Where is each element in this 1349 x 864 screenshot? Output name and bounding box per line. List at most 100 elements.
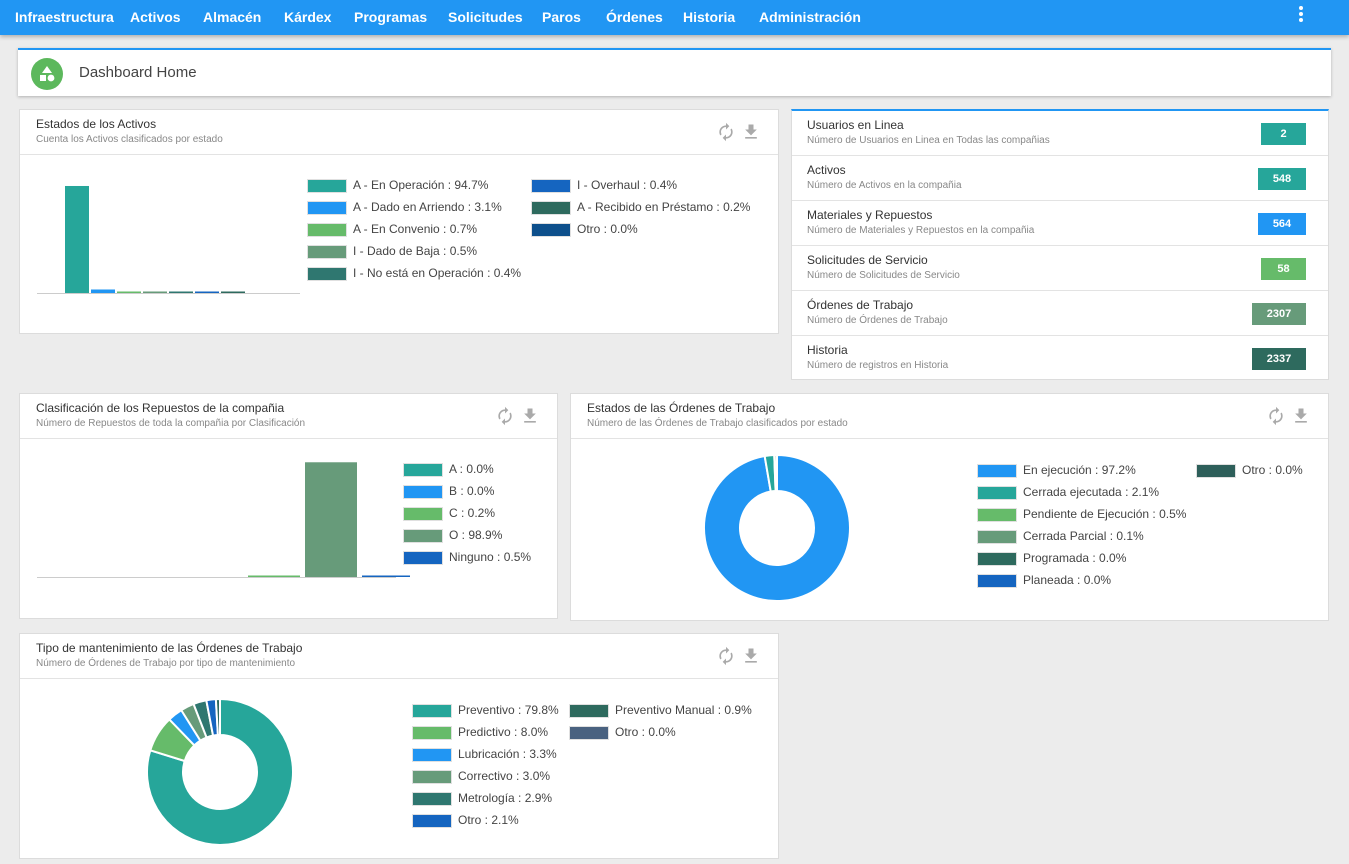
stat-subtitle: Número de Activos en la compañia bbox=[807, 180, 962, 191]
bar-A - En Operación bbox=[65, 185, 89, 293]
card-subtitle: Número de las Órdenes de Trabajo clasifi… bbox=[587, 418, 848, 429]
nav-item-paros[interactable]: Paros bbox=[542, 9, 581, 25]
legend-swatch bbox=[307, 201, 347, 215]
nav-item-historia[interactable]: Historia bbox=[683, 9, 736, 25]
card-title: Estados de los Activos bbox=[36, 117, 157, 131]
stat-row-ordenes[interactable]: Órdenes de Trabajo Número de Órdenes de … bbox=[792, 291, 1328, 336]
legend-swatch bbox=[307, 179, 347, 193]
page-title: Dashboard Home bbox=[79, 64, 197, 81]
nav-item-almacen[interactable]: Almacén bbox=[203, 9, 262, 25]
mantenimiento-donut-chart bbox=[146, 697, 294, 846]
card-subtitle: Número de Repuestos de toda la compañia … bbox=[36, 418, 306, 429]
stat-badge: 2307 bbox=[1252, 303, 1306, 325]
legend-swatch bbox=[531, 201, 571, 215]
download-icon[interactable] bbox=[1291, 406, 1311, 426]
nav-item-administracion[interactable]: Administración bbox=[759, 9, 861, 25]
bar-O bbox=[305, 462, 357, 577]
download-icon[interactable] bbox=[520, 406, 540, 426]
slice-Preventivo Manual bbox=[214, 697, 221, 737]
legend-swatch bbox=[403, 551, 443, 565]
legend-swatch bbox=[977, 530, 1017, 544]
refresh-icon[interactable] bbox=[495, 406, 515, 426]
refresh-icon[interactable] bbox=[716, 646, 736, 666]
stat-row-historia[interactable]: Historia Número de registros en Historia… bbox=[792, 336, 1328, 381]
stat-title: Usuarios en Linea bbox=[807, 118, 904, 132]
legend-swatch bbox=[307, 267, 347, 281]
card-subtitle: Cuenta los Activos clasificados por esta… bbox=[36, 134, 223, 145]
card-title: Clasificación de los Repuestos de la com… bbox=[36, 401, 285, 415]
shapes-icon bbox=[31, 58, 63, 90]
stat-row-materiales[interactable]: Materiales y Repuestos Número de Materia… bbox=[792, 201, 1328, 246]
card-subtitle: Número de Órdenes de Trabajo por tipo de… bbox=[36, 658, 296, 669]
legend-swatch bbox=[977, 464, 1017, 478]
repuestos-bar-chart bbox=[37, 462, 410, 578]
nav-item-activos[interactable]: Activos bbox=[130, 9, 181, 25]
stat-title: Historia bbox=[807, 343, 848, 357]
legend-swatch bbox=[1196, 464, 1236, 478]
legend-swatch bbox=[307, 245, 347, 259]
bar-A - Recibido en Préstamo bbox=[221, 291, 245, 293]
legend-swatch bbox=[531, 223, 571, 237]
stat-badge: 564 bbox=[1258, 213, 1306, 235]
nav-item-solicitudes[interactable]: Solicitudes bbox=[448, 9, 523, 25]
legend-swatch bbox=[403, 529, 443, 543]
slice-Preventivo bbox=[146, 697, 294, 846]
refresh-icon[interactable] bbox=[1266, 406, 1286, 426]
download-icon[interactable] bbox=[741, 646, 761, 666]
legend-swatch bbox=[977, 552, 1017, 566]
legend-swatch bbox=[412, 792, 452, 806]
legend-swatch bbox=[403, 485, 443, 499]
refresh-icon[interactable] bbox=[716, 122, 736, 142]
legend-swatch bbox=[403, 507, 443, 521]
stat-row-activos[interactable]: Activos Número de Activos en la compañia… bbox=[792, 156, 1328, 201]
page-header: Dashboard Home bbox=[18, 48, 1331, 96]
legend-swatch bbox=[412, 748, 452, 762]
nav-item-infraestructura[interactable]: Infraestructura bbox=[15, 9, 114, 25]
nav-item-ordenes[interactable]: Órdenes bbox=[606, 9, 663, 25]
bar-C bbox=[248, 575, 300, 577]
card-title: Tipo de mantenimiento de las Órdenes de … bbox=[36, 641, 303, 655]
stat-subtitle: Número de Órdenes de Trabajo bbox=[807, 315, 948, 326]
legend-swatch bbox=[569, 726, 609, 740]
stat-row-solicitudes[interactable]: Solicitudes de Servicio Número de Solici… bbox=[792, 246, 1328, 291]
nav-item-kardex[interactable]: Kárdex bbox=[284, 9, 332, 25]
stat-subtitle: Número de registros en Historia bbox=[807, 360, 949, 371]
stat-title: Órdenes de Trabajo bbox=[807, 298, 914, 312]
legend-swatch bbox=[531, 179, 571, 193]
stat-row-usuarios[interactable]: Usuarios en Linea Número de Usuarios en … bbox=[792, 111, 1328, 156]
legend-swatch bbox=[412, 770, 452, 784]
stat-badge: 2337 bbox=[1252, 348, 1306, 370]
legend-swatch bbox=[977, 486, 1017, 500]
stat-title: Materiales y Repuestos bbox=[807, 208, 933, 222]
legend-swatch bbox=[403, 463, 443, 477]
mantenimiento-card: Tipo de mantenimiento de las Órdenes de … bbox=[19, 633, 779, 859]
legend-swatch bbox=[412, 704, 452, 718]
download-icon[interactable] bbox=[741, 122, 761, 142]
legend-swatch bbox=[569, 704, 609, 718]
stat-badge: 548 bbox=[1258, 168, 1306, 190]
activos-bar-chart bbox=[37, 185, 300, 294]
bar-Ninguno bbox=[362, 575, 410, 577]
legend-swatch bbox=[977, 574, 1017, 588]
ordenes-status-card: Estados de las Órdenes de Trabajo Número… bbox=[570, 393, 1329, 621]
bar-I - No está en Operación bbox=[169, 291, 193, 293]
stat-title: Activos bbox=[807, 163, 846, 177]
stat-title: Solicitudes de Servicio bbox=[807, 253, 928, 267]
ordenes-donut-chart bbox=[703, 453, 851, 602]
more-vert-icon[interactable] bbox=[1291, 6, 1311, 26]
stat-subtitle: Número de Solicitudes de Servicio bbox=[807, 270, 960, 281]
legend-swatch bbox=[412, 814, 452, 828]
stat-subtitle: Número de Usuarios en Linea en Todas las… bbox=[807, 135, 1050, 146]
repuestos-card: Clasificación de los Repuestos de la com… bbox=[19, 393, 558, 619]
bar-A - En Convenio bbox=[117, 291, 141, 293]
bar-I - Dado de Baja bbox=[143, 291, 167, 293]
activos-status-card: Estados de los Activos Cuenta los Activo… bbox=[19, 109, 779, 334]
top-navbar: Infraestructura Activos Almacén Kárdex P… bbox=[0, 0, 1349, 35]
bar-A - Dado en Arriendo bbox=[91, 289, 115, 293]
slice-En ejecución bbox=[703, 453, 851, 602]
stat-subtitle: Número de Materiales y Repuestos en la c… bbox=[807, 225, 1035, 236]
stat-badge: 58 bbox=[1261, 258, 1306, 280]
card-title: Estados de las Órdenes de Trabajo bbox=[587, 401, 776, 415]
bar-I - Overhaul bbox=[195, 291, 219, 293]
nav-item-programas[interactable]: Programas bbox=[354, 9, 428, 25]
